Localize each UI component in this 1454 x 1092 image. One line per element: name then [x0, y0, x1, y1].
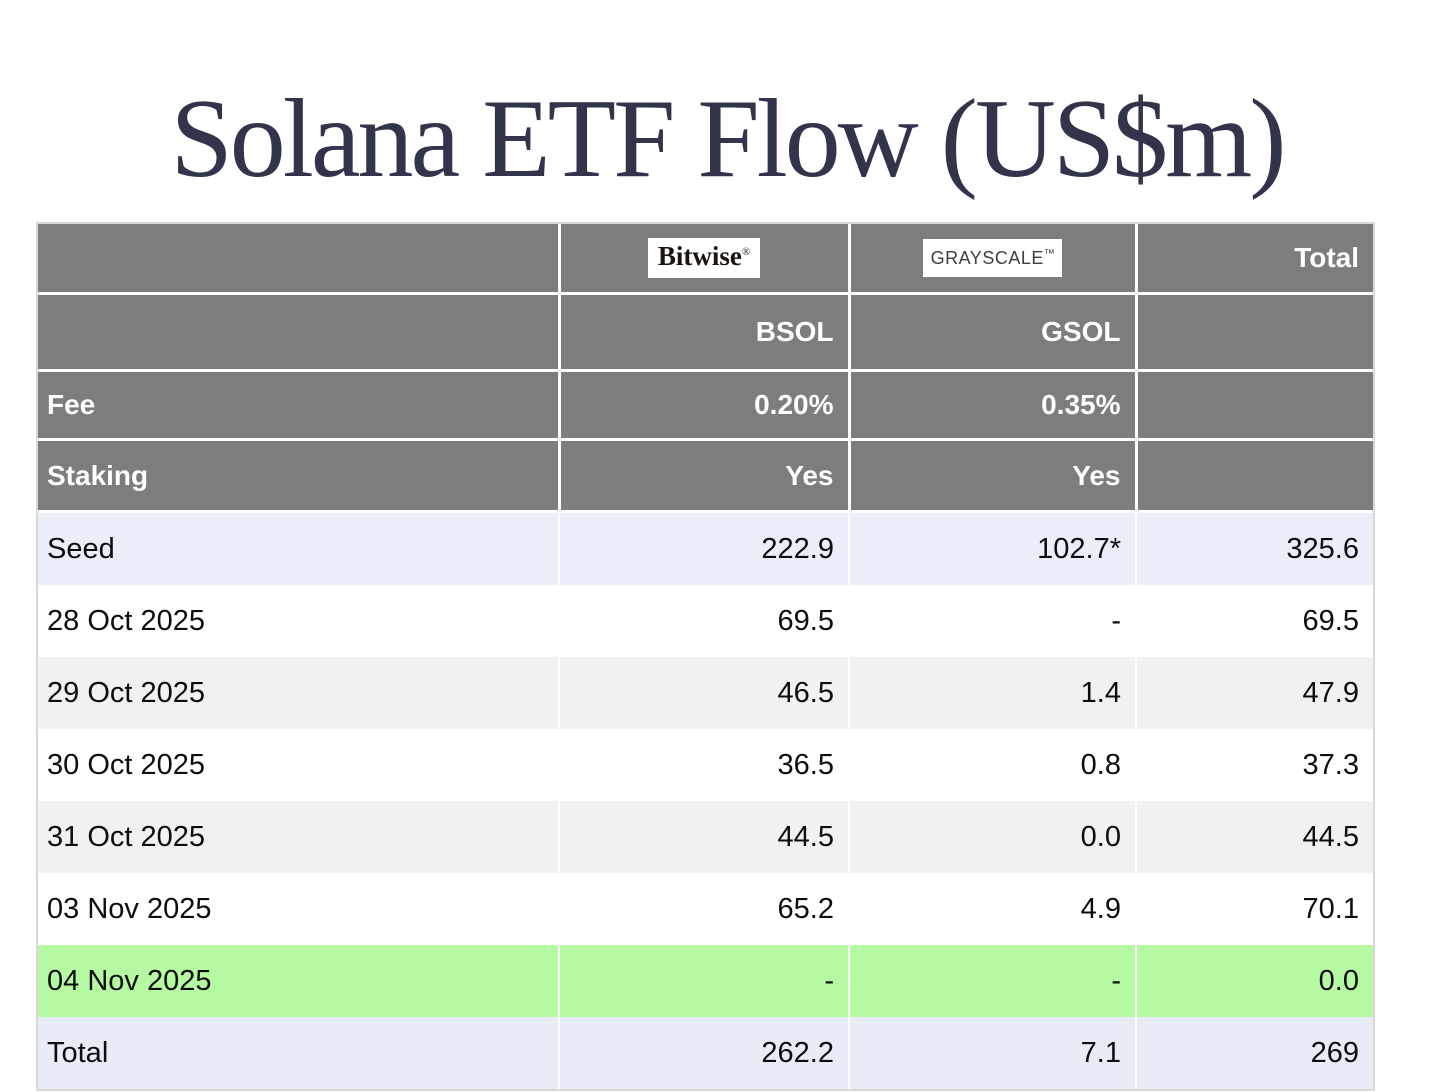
header-empty-cell [1136, 439, 1373, 513]
total-value: 70.1 [1135, 873, 1373, 945]
header-empty-cell [38, 293, 561, 372]
gsol-value: 0.0 [848, 801, 1136, 873]
header-empty-cell [38, 224, 561, 295]
header-empty-cell [1136, 293, 1373, 372]
table-row: 31 Oct 2025 44.5 0.0 44.5 [38, 801, 1373, 873]
fee-bsol: 0.20% [559, 370, 851, 441]
bsol-value: 222.9 [558, 511, 849, 585]
gsol-ticker: GSOL [849, 293, 1138, 372]
row-label: Total [38, 1017, 559, 1089]
bsol-value: 44.5 [558, 801, 849, 873]
gsol-value: 1.4 [848, 657, 1136, 729]
row-label: 29 Oct 2025 [38, 657, 559, 729]
gsol-value: 4.9 [848, 873, 1136, 945]
bsol-value: - [558, 945, 849, 1017]
bitwise-logo-cell: Bitwise® [559, 224, 851, 295]
row-label: 30 Oct 2025 [38, 729, 559, 801]
table-row: 03 Nov 2025 65.2 4.9 70.1 [38, 873, 1373, 945]
row-label: 03 Nov 2025 [38, 873, 559, 945]
table-row-latest: 04 Nov 2025 - - 0.0 [38, 945, 1373, 1017]
total-value: 325.6 [1135, 511, 1373, 585]
header-row-logos: Bitwise® GRAYSCALE™ Total [38, 224, 1373, 295]
bitwise-trademark: ® [741, 246, 751, 258]
header-row-tickers: BSOL GSOL [38, 293, 1373, 372]
bsol-ticker: BSOL [559, 293, 851, 372]
staking-gsol: Yes [849, 439, 1138, 513]
bsol-value: 46.5 [558, 657, 849, 729]
fee-label: Fee [38, 370, 561, 441]
row-label: Seed [38, 511, 559, 585]
fee-gsol: 0.35% [849, 370, 1138, 441]
gsol-value: 0.8 [848, 729, 1136, 801]
page-title: Solana ETF Flow (US$m) [170, 77, 1286, 202]
etf-flow-table: Bitwise® GRAYSCALE™ Total BSOL GSOL Fee … [36, 222, 1375, 1091]
staking-label: Staking [38, 439, 561, 513]
total-value: 47.9 [1135, 657, 1373, 729]
row-label: 31 Oct 2025 [38, 801, 559, 873]
total-value: 0.0 [1135, 945, 1373, 1017]
table-row-seed: Seed 222.9 102.7* 325.6 [38, 511, 1373, 585]
total-column-header: Total [1136, 224, 1373, 295]
bsol-value: 262.2 [558, 1017, 849, 1089]
gsol-value: 7.1 [848, 1017, 1136, 1089]
total-value: 44.5 [1135, 801, 1373, 873]
grayscale-logo: GRAYSCALE™ [922, 239, 1063, 277]
bsol-value: 65.2 [558, 873, 849, 945]
grayscale-trademark: ™ [1043, 248, 1056, 260]
gsol-value: 102.7* [848, 511, 1136, 585]
gsol-value: - [848, 945, 1136, 1017]
total-value: 37.3 [1135, 729, 1373, 801]
bitwise-logo-text: Bitwise [657, 241, 742, 271]
bsol-value: 36.5 [558, 729, 849, 801]
staking-bsol: Yes [559, 439, 851, 513]
grayscale-logo-cell: GRAYSCALE™ [849, 224, 1138, 295]
total-value: 269 [1135, 1017, 1373, 1089]
bsol-value: 69.5 [558, 585, 849, 657]
bitwise-logo: Bitwise® [647, 238, 761, 278]
gsol-value: - [848, 585, 1136, 657]
table-row: 28 Oct 2025 69.5 - 69.5 [38, 585, 1373, 657]
row-label: 28 Oct 2025 [38, 585, 559, 657]
table-row-total: Total 262.2 7.1 269 [38, 1017, 1373, 1089]
header-row-staking: Staking Yes Yes [38, 439, 1373, 513]
header-row-fee: Fee 0.20% 0.35% [38, 370, 1373, 441]
row-label: 04 Nov 2025 [38, 945, 559, 1017]
table-row: 30 Oct 2025 36.5 0.8 37.3 [38, 729, 1373, 801]
table-row: 29 Oct 2025 46.5 1.4 47.9 [38, 657, 1373, 729]
header-empty-cell [1136, 370, 1373, 441]
total-value: 69.5 [1135, 585, 1373, 657]
grayscale-logo-text: GRAYSCALE [930, 248, 1044, 268]
